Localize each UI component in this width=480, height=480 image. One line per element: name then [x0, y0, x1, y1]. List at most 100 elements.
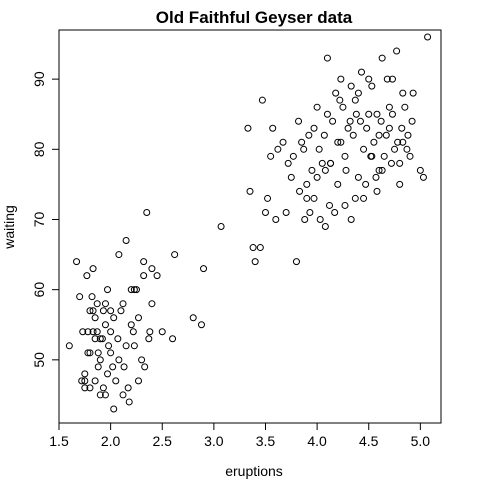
x-axis: 1.5 2.0 2.5 3.0 3.5 4.0 4.5 5.0	[49, 423, 430, 449]
data-point	[140, 258, 148, 266]
data-point	[112, 377, 120, 385]
data-point	[404, 131, 412, 139]
data-point	[301, 215, 309, 223]
data-point	[344, 124, 352, 132]
data-point	[375, 131, 383, 139]
data-point	[99, 384, 107, 392]
data-point	[358, 68, 366, 76]
data-point	[408, 117, 416, 125]
data-point	[368, 82, 376, 90]
data-point	[107, 328, 115, 336]
data-point	[354, 173, 362, 181]
data-point	[130, 286, 138, 294]
data-point	[122, 237, 130, 245]
data-point	[373, 187, 381, 195]
data-point	[105, 342, 113, 350]
data-point	[246, 187, 254, 195]
data-point	[398, 124, 406, 132]
data-point	[96, 356, 104, 364]
data-point	[378, 166, 386, 174]
data-point	[94, 363, 102, 371]
data-point	[339, 103, 347, 111]
data-point	[347, 215, 355, 223]
data-point	[391, 145, 399, 153]
x-tick-label: 4.5	[359, 433, 379, 449]
data-point	[81, 384, 89, 392]
data-point	[110, 405, 118, 413]
data-point	[143, 208, 151, 216]
data-point	[351, 194, 359, 202]
data-point	[388, 110, 396, 118]
data-point	[141, 363, 149, 371]
data-point	[84, 328, 92, 336]
data-point	[148, 300, 156, 308]
data-point	[264, 194, 272, 202]
data-point	[122, 342, 130, 350]
data-point	[132, 286, 140, 294]
data-point	[124, 384, 132, 392]
data-point	[86, 307, 94, 315]
data-point	[351, 96, 359, 104]
data-point	[120, 363, 128, 371]
data-point	[146, 328, 154, 336]
data-point	[406, 152, 414, 160]
data-point	[189, 314, 197, 322]
data-point	[380, 152, 388, 160]
data-point	[372, 173, 380, 181]
y-tick-label: 60	[31, 282, 47, 298]
data-point	[323, 54, 331, 62]
x-axis-label: eruptions	[225, 463, 283, 479]
data-point	[360, 145, 368, 153]
data-point	[329, 117, 337, 125]
data-point	[98, 335, 106, 343]
data-point	[96, 335, 104, 343]
data-points	[65, 33, 432, 413]
data-point	[287, 173, 295, 181]
data-point	[96, 391, 104, 399]
data-point	[320, 131, 328, 139]
data-point	[99, 307, 107, 315]
data-point	[284, 159, 292, 167]
data-point	[396, 180, 404, 188]
data-point	[140, 272, 148, 280]
data-point	[368, 152, 376, 160]
x-tick-label: 1.5	[49, 433, 69, 449]
data-point	[138, 356, 146, 364]
data-point	[267, 152, 275, 160]
data-point	[76, 293, 84, 301]
data-point	[91, 314, 99, 322]
data-point	[279, 138, 287, 146]
data-point	[129, 328, 137, 336]
data-point	[354, 89, 362, 97]
x-tick-label: 4.0	[307, 433, 327, 449]
data-point	[370, 138, 378, 146]
data-point	[365, 75, 373, 83]
data-point	[86, 349, 94, 357]
data-point	[171, 251, 179, 259]
data-point	[104, 286, 112, 294]
data-point	[349, 131, 357, 139]
data-point	[346, 117, 354, 125]
x-tick-label: 3.5	[256, 433, 276, 449]
data-point	[365, 110, 373, 118]
data-point	[310, 194, 318, 202]
data-point	[419, 173, 427, 181]
data-point	[308, 166, 316, 174]
data-point	[94, 349, 102, 357]
data-point	[352, 110, 360, 118]
data-point	[303, 194, 311, 202]
data-point	[282, 208, 290, 216]
data-point	[323, 110, 331, 118]
data-point	[396, 159, 404, 167]
data-point	[416, 166, 424, 174]
data-point	[251, 258, 259, 266]
data-point	[341, 201, 349, 209]
data-point	[91, 335, 99, 343]
data-point	[101, 391, 109, 399]
data-point	[101, 321, 109, 329]
data-point	[313, 173, 321, 181]
data-point	[337, 138, 345, 146]
data-point	[117, 307, 125, 315]
data-point	[79, 328, 87, 336]
y-tick-label: 50	[31, 352, 47, 368]
